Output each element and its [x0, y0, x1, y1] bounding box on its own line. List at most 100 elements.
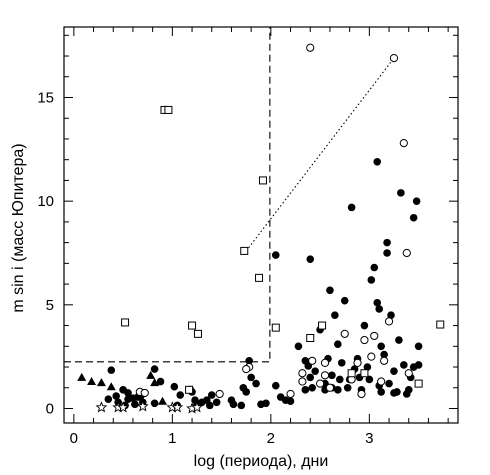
filled-circle-point: [412, 197, 421, 205]
open-square-point: [271, 323, 280, 332]
open-star-point: [171, 401, 184, 413]
dotted-boundary-line: [245, 57, 395, 252]
filled-circle-point: [395, 336, 403, 344]
open-circle-point: [399, 139, 408, 148]
filled-circle-point: [156, 377, 165, 386]
filled-circle-point: [414, 342, 423, 351]
filled-circle-point: [131, 400, 139, 409]
open-square-point: [121, 318, 130, 327]
filled-circle-point: [414, 361, 423, 369]
filled-circle-point: [380, 350, 388, 359]
filled-circle-point: [301, 386, 310, 394]
open-circle-point: [360, 335, 369, 345]
filled-circle-point: [107, 366, 116, 374]
x-tick-label: 2: [267, 430, 275, 447]
open-square-point: [306, 333, 315, 342]
open-circle-point: [367, 352, 376, 361]
filled-circle-point: [271, 251, 280, 259]
open-circle-point: [140, 388, 149, 398]
filled-triangle-point: [150, 378, 160, 387]
filled-circle-point: [104, 395, 113, 403]
filled-circle-point: [150, 399, 159, 408]
dashed-boundary-line: [64, 27, 271, 363]
filled-circle-point: [242, 388, 251, 396]
filled-triangle-point: [77, 372, 87, 381]
open-circle-point: [308, 356, 317, 365]
filled-triangle-point: [96, 378, 106, 387]
filled-circle-point: [306, 255, 315, 264]
filled-circle-point: [383, 249, 391, 257]
open-square-point: [193, 329, 202, 338]
open-star-point: [117, 401, 130, 413]
filled-circle-point: [252, 379, 260, 388]
open-circle-point: [353, 358, 362, 367]
open-circle-point: [357, 389, 366, 399]
y-axis-label: m sin i (масс Юпитера): [10, 143, 27, 312]
filled-circle-point: [387, 311, 395, 319]
open-circle-point: [377, 377, 386, 386]
filled-circle-point: [373, 157, 382, 166]
filled-circle-point: [328, 371, 336, 380]
filled-circle-point: [245, 357, 253, 365]
data-points: [77, 43, 445, 414]
filled-circle-point: [370, 263, 379, 272]
y-tick-label: 15: [37, 89, 54, 106]
open-circle-point: [298, 377, 307, 386]
open-circle-point: [320, 371, 330, 380]
open-square-point: [360, 369, 369, 378]
filled-triangle-point: [106, 382, 116, 391]
open-square-point: [240, 246, 249, 255]
filled-circle-point: [212, 398, 221, 407]
filled-circle-point: [365, 375, 374, 384]
open-star-point: [191, 401, 203, 413]
open-square-point: [436, 320, 445, 329]
tick-labels: 0 1 2 3 0 5 10 15: [37, 89, 373, 447]
open-square-point: [188, 321, 197, 330]
filled-circle-point: [360, 321, 369, 330]
filled-circle-point: [409, 213, 418, 222]
open-square-point: [414, 379, 423, 388]
filled-circle-point: [367, 276, 376, 284]
y-tick-label: 0: [46, 400, 54, 417]
y-tick-label: 10: [37, 193, 54, 210]
open-circle-point: [402, 248, 411, 258]
open-star-point: [136, 400, 149, 412]
filled-circle-point: [340, 296, 349, 305]
x-tick-label: 3: [365, 430, 373, 447]
y-tick-label: 5: [46, 297, 54, 314]
filled-circle-point: [262, 399, 270, 408]
filled-circle-point: [326, 286, 334, 295]
filled-circle-point: [390, 389, 398, 397]
open-star-point: [95, 401, 108, 413]
open-circle-point: [380, 356, 389, 365]
open-circle-point: [340, 329, 349, 338]
open-circle-point: [384, 317, 394, 326]
filled-circle-point: [336, 375, 344, 384]
open-square-point: [258, 176, 267, 185]
filled-triangle-point: [87, 377, 97, 386]
open-square-point: [347, 369, 356, 378]
filled-circle-point: [390, 367, 398, 375]
filled-circle-point: [229, 400, 238, 409]
x-tick-label: 0: [70, 430, 78, 447]
filled-circle-point: [400, 361, 408, 369]
open-circle-point: [316, 379, 325, 388]
open-square-point: [185, 385, 194, 394]
filled-circle-point: [363, 363, 372, 371]
boundary-lines: [64, 27, 395, 363]
filled-circle-point: [334, 386, 342, 394]
open-square-point: [318, 321, 327, 330]
open-circle-point: [389, 53, 399, 63]
plot-frame: [63, 26, 459, 424]
filled-circle-point: [150, 365, 159, 373]
filled-circle-point: [308, 383, 317, 392]
x-axis-label: log (периода), дни: [194, 453, 329, 470]
filled-circle-point: [337, 359, 346, 367]
filled-circle-point: [377, 388, 385, 396]
open-circle-point: [320, 358, 330, 367]
filled-circle-point: [334, 340, 342, 349]
open-square-point: [255, 273, 264, 282]
filled-circle-point: [373, 298, 382, 307]
filled-circle-point: [205, 401, 214, 410]
